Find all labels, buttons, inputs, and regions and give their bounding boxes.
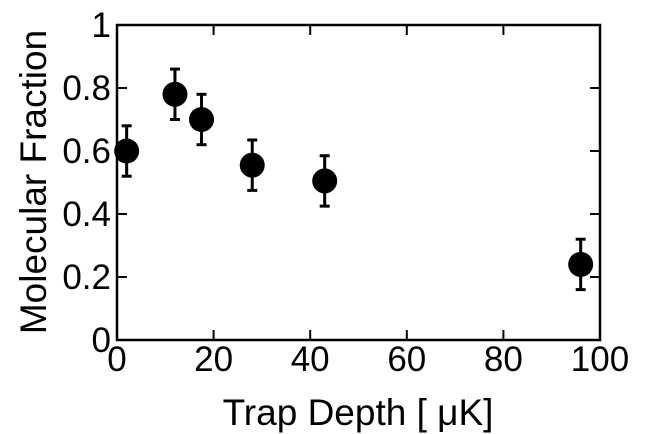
data-marker xyxy=(239,152,265,178)
data-points xyxy=(114,67,594,292)
x-tick-label: 80 xyxy=(484,340,523,379)
axis-ticks xyxy=(116,24,601,341)
data-point xyxy=(312,154,338,208)
y-axis-title: Molecular Fraction xyxy=(13,30,54,334)
data-marker xyxy=(114,138,140,164)
data-marker xyxy=(189,107,215,132)
data-point xyxy=(114,124,140,178)
y-tick-label: 0.2 xyxy=(62,258,111,297)
plot-frame xyxy=(115,23,602,342)
data-marker xyxy=(568,251,594,277)
x-axis-title: Trap Depth [ μK] xyxy=(223,392,494,433)
data-point xyxy=(239,138,265,192)
axis-tick-labels: 0 20 40 60 80 100 0 0.2 0.4 0.6 0.8 1 xyxy=(62,6,629,379)
y-tick-label: 0.8 xyxy=(62,69,111,108)
data-marker xyxy=(162,81,188,107)
x-tick-label: 0 xyxy=(107,340,126,379)
y-tick-label: 0.4 xyxy=(62,195,111,234)
x-tick-label: 60 xyxy=(387,340,426,379)
data-point xyxy=(568,237,594,292)
y-tick-label: 1 xyxy=(92,6,111,45)
x-tick-label: 100 xyxy=(571,340,629,379)
y-tick-label: 0 xyxy=(92,321,111,360)
data-point xyxy=(189,92,215,147)
x-tick-label: 20 xyxy=(194,340,233,379)
data-marker xyxy=(312,168,338,194)
y-tick-label: 0.6 xyxy=(62,132,111,171)
data-point xyxy=(162,67,188,121)
x-tick-label: 40 xyxy=(291,340,330,379)
